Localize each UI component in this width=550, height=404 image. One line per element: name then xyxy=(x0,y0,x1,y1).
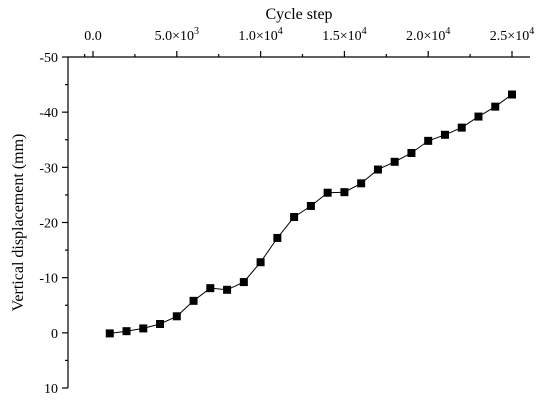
data-point xyxy=(508,90,516,99)
y-tick-label: -30 xyxy=(39,161,58,176)
x-tick-label: 2.0×104 xyxy=(406,26,450,44)
y-ticks: -50 -40 -30 -20 -10 0 10 xyxy=(39,51,68,397)
x-tick-label: 0.0 xyxy=(84,29,102,44)
data-point xyxy=(340,188,349,197)
data-point xyxy=(223,285,232,294)
x-tick-label: 5.0×103 xyxy=(155,26,199,44)
x-tick-label: 2.5×104 xyxy=(490,26,534,44)
y-tick-label: 10 xyxy=(44,382,58,397)
data-point xyxy=(457,123,466,132)
data-point xyxy=(474,112,483,121)
data-point xyxy=(323,188,332,197)
y-tick-label: -40 xyxy=(39,106,58,121)
data-point xyxy=(172,312,181,321)
data-point xyxy=(122,327,131,336)
axes xyxy=(67,56,530,388)
data-point xyxy=(273,233,282,242)
data-point xyxy=(357,179,366,188)
data-point xyxy=(256,258,265,267)
data-point xyxy=(306,201,315,210)
y-tick-label: -10 xyxy=(39,272,58,287)
data-point xyxy=(440,130,449,139)
data-point xyxy=(424,136,433,145)
series-group xyxy=(105,90,516,338)
data-point xyxy=(239,278,248,287)
x-ticks: 0.0 5.0×103 1.0×104 1.5×104 2.0×104 2.5×104 xyxy=(84,26,534,57)
y-axis-title: Vertical displacement (mm) xyxy=(10,134,27,312)
y-tick-label: -50 xyxy=(39,51,58,66)
data-point xyxy=(206,284,215,293)
data-point xyxy=(156,320,165,329)
y-tick-label: -20 xyxy=(39,217,58,232)
data-point xyxy=(290,212,299,221)
y-tick-label: 0 xyxy=(51,327,58,342)
x-axis-title: Cycle step xyxy=(265,6,332,23)
data-point xyxy=(105,329,114,338)
series-line xyxy=(109,94,513,334)
x-tick-label: 1.5×104 xyxy=(322,26,366,44)
data-point xyxy=(491,102,500,111)
data-point xyxy=(139,324,148,333)
data-point xyxy=(407,148,416,157)
data-point xyxy=(390,157,399,166)
data-point xyxy=(373,165,382,174)
data-point xyxy=(189,296,198,305)
x-tick-label: 1.0×104 xyxy=(238,26,282,44)
